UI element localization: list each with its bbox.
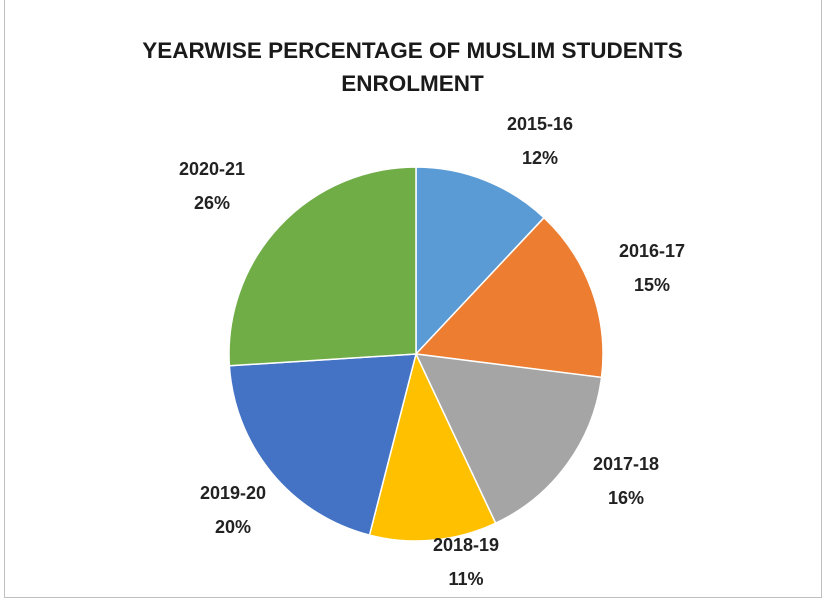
chart-title-line-2: ENROLMENT (341, 71, 484, 96)
pie-slice-2018-19 (368, 351, 497, 542)
chart-title: YEARWISE PERCENTAGE OF MUSLIM STUDENTS E… (0, 34, 825, 100)
data-label-category-2015-16: 2015-16 (507, 114, 573, 134)
pie-slice-2019-20 (228, 353, 417, 537)
data-label-value-2017-18: 16% (608, 488, 644, 508)
pie-slice-2016-17 (414, 216, 604, 379)
data-label-value-2018-19: 11% (448, 569, 483, 589)
data-label-value-2015-16: 12% (522, 148, 558, 168)
chart-title-line-1: YEARWISE PERCENTAGE OF MUSLIM STUDENTS (142, 38, 683, 63)
data-label-value-2020-21: 26% (194, 193, 230, 213)
data-label-category-2016-17: 2016-17 (619, 241, 685, 261)
pie-slice-2020-21 (228, 166, 417, 367)
data-label-category-2018-19: 2018-19 (433, 535, 499, 555)
data-label-category-2017-18: 2017-18 (593, 454, 659, 474)
pie-data-labels: 2015-16 12% 2016-17 15% 2017-18 16% 2018-19 11%… (179, 114, 685, 589)
pie-slices (228, 166, 604, 542)
data-label-value-2016-17: 15% (634, 275, 670, 295)
data-label-category-2019-20: 2019-20 (200, 483, 266, 503)
data-label-value-2019-20: 20% (215, 517, 251, 537)
pie-slice-2015-16 (415, 166, 546, 356)
pie-slice-2017-18 (414, 353, 603, 525)
data-label-category-2020-21: 2020-21 (179, 159, 245, 179)
